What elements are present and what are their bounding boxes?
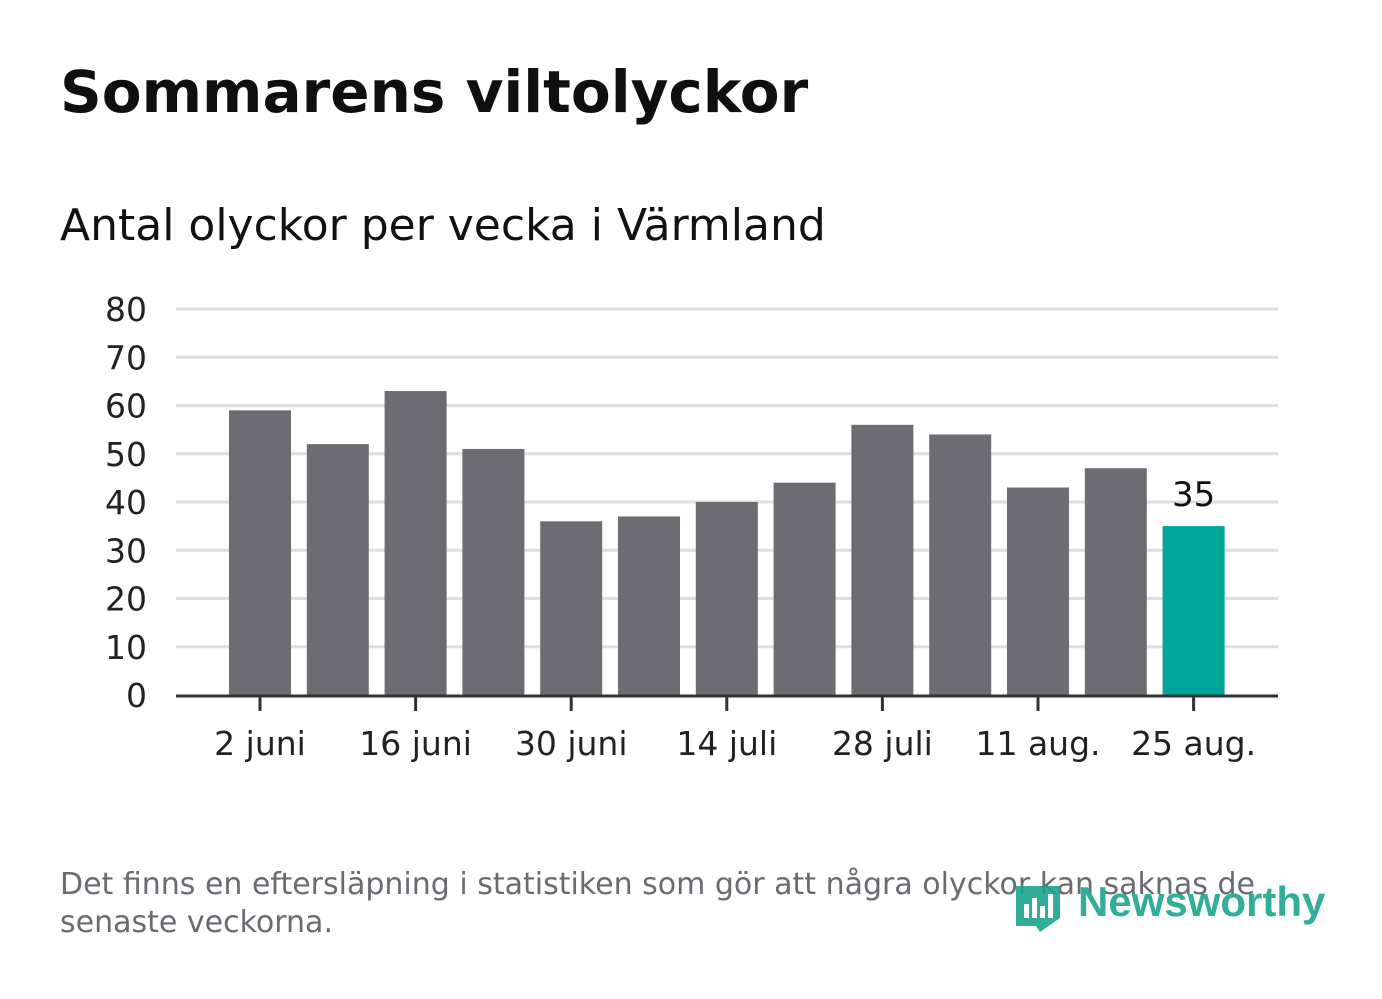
y-tick-label: 0	[126, 676, 147, 715]
newsworthy-logo-text: Newsworthy	[1078, 878, 1326, 925]
y-tick-label: 80	[105, 290, 147, 329]
bar-6	[695, 502, 758, 695]
bar-8	[851, 424, 914, 695]
data-label: 35	[1172, 475, 1215, 515]
bar-chart: 0 10 20 30 40 50 60 70 80 2 juni 16 juni 30 juni 14…	[105, 290, 1278, 763]
y-tick-label: 70	[105, 338, 147, 377]
x-tick-label: 11 aug.	[975, 724, 1100, 763]
y-tick-label: 50	[105, 435, 147, 474]
y-tick-label: 30	[105, 531, 147, 570]
bar-11	[1084, 468, 1147, 695]
bar-1	[306, 444, 369, 695]
bar-3	[462, 448, 525, 695]
chart-title: Sommarens viltolyckor	[60, 58, 809, 126]
newsworthy-logo: Newsworthy	[1012, 876, 1332, 942]
bar-0	[229, 410, 291, 695]
y-tick-label: 40	[105, 483, 147, 522]
x-tick-label: 2 juni	[214, 724, 306, 763]
y-tick-label: 10	[105, 628, 147, 667]
bar-2	[384, 391, 447, 695]
bar-10	[1007, 487, 1069, 695]
bars	[229, 391, 1225, 695]
x-axis	[176, 694, 1278, 711]
y-tick-label: 20	[105, 580, 147, 619]
chart-subtitle: Antal olyckor per vecka i Värmland	[60, 200, 826, 251]
newsworthy-logo-icon	[1016, 886, 1060, 932]
bar-5	[618, 516, 680, 695]
bar-12	[1162, 526, 1225, 695]
bar-7	[773, 482, 836, 695]
x-axis-labels: 2 juni 16 juni 30 juni 14 juli 28 juli 11 aug…	[214, 724, 1256, 763]
y-axis-labels: 0 10 20 30 40 50 60 70 80	[105, 290, 147, 715]
x-tick-label: 25 aug.	[1131, 724, 1256, 763]
x-tick-label: 16 juni	[359, 724, 472, 763]
x-tick-label: 28 juli	[832, 724, 933, 763]
x-tick-label: 14 juli	[676, 724, 777, 763]
y-tick-label: 60	[105, 387, 147, 426]
data-labels: 35	[1172, 475, 1215, 515]
x-tick-label: 30 juni	[515, 724, 628, 763]
bar-9	[929, 434, 992, 695]
bar-4	[540, 521, 603, 695]
